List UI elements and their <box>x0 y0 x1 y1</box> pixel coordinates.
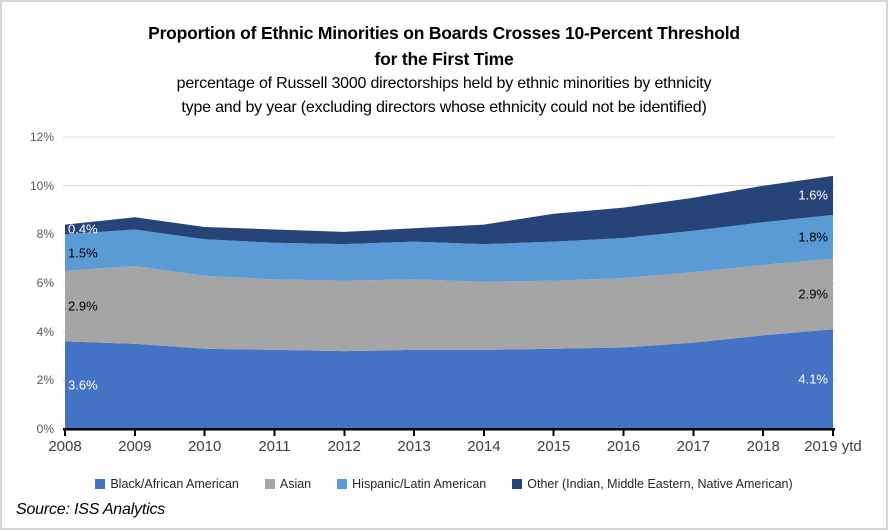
y-tick-label-4pct: 4% <box>36 324 54 339</box>
legend-swatch-icon <box>264 479 275 489</box>
legend-swatch-icon <box>512 479 523 489</box>
data-label-last-black-african-american: 4.1% <box>798 371 828 387</box>
chart-subtitle-line2: type and by year (excluding directors wh… <box>181 99 707 116</box>
legend-item-other-indian-middle-eastern-native-american: Other (Indian, Middle Eastern, Native Am… <box>512 477 793 491</box>
x-tick-label-2015: 2015 <box>537 438 571 455</box>
y-tick-label-6pct: 6% <box>36 276 54 290</box>
legend-label: Black/African American <box>110 477 239 491</box>
area-black-african-american <box>65 329 833 429</box>
x-tick-label-2017: 2017 <box>676 438 711 455</box>
x-tick-label-2018: 2018 <box>746 438 780 455</box>
area-asian <box>65 258 833 352</box>
legend-label: Hispanic/Latin American <box>352 477 487 491</box>
data-label-first-black-african-american: 3.6% <box>68 377 98 393</box>
y-tick-label-10pct: 10% <box>29 178 54 193</box>
y-tick-label-8pct: 8% <box>36 227 54 242</box>
legend-swatch-icon <box>95 479 106 489</box>
x-tick-label-2013: 2013 <box>397 438 431 455</box>
data-label-last-asian: 2.9% <box>798 286 828 302</box>
chart-subtitle-line1: percentage of Russell 3000 directorships… <box>176 75 712 92</box>
data-label-last-other-indian-middle-eastern-native-american: 1.6% <box>798 187 828 203</box>
chart-title-line1: Proportion of Ethnic Minorities on Board… <box>148 23 740 43</box>
data-label-last-hispanic-latin-american: 1.8% <box>798 229 828 245</box>
chart-title-line2: for the First Time <box>374 49 514 69</box>
y-tick-label-2pct: 2% <box>36 373 54 388</box>
legend-label: Asian <box>279 477 312 491</box>
chart-header: Proportion of Ethnic Minorities on Board… <box>0 20 888 120</box>
legend-item-asian: Asian <box>264 477 312 491</box>
data-label-first-hispanic-latin-american: 1.5% <box>68 245 98 261</box>
x-tick-label-2010: 2010 <box>187 438 222 455</box>
x-tick-label-2009: 2009 <box>118 438 152 455</box>
legend-item-hispanic-latin-american: Hispanic/Latin American <box>337 477 486 491</box>
x-tick-label-2014: 2014 <box>467 438 501 455</box>
source-note: Source: ISS Analytics <box>16 501 166 518</box>
x-tick-label-2008: 2008 <box>48 438 82 455</box>
x-tick-label-2011: 2011 <box>258 438 291 455</box>
area-hispanic-latin-american <box>65 214 833 282</box>
x-tick-label-2016: 2016 <box>606 438 641 455</box>
legend-label: Other (Indian, Middle Eastern, Native Am… <box>527 477 793 491</box>
data-label-first-other-indian-middle-eastern-native-american: 0.4% <box>68 221 98 237</box>
x-tick-label-2019-ytd: 2019 ytd <box>804 438 862 455</box>
legend-item-black-african-american: Black/African American <box>95 477 239 491</box>
x-tick-label-2012: 2012 <box>327 438 361 455</box>
chart-legend: Black/African American Asian Hispanic/Lati… <box>0 477 888 491</box>
y-tick-label-0pct: 0% <box>36 422 54 436</box>
y-tick-label-12pct: 12% <box>29 130 54 144</box>
legend-swatch-icon <box>337 479 348 489</box>
area-other-indian-middle-eastern-native-american <box>65 175 833 245</box>
data-label-first-asian: 2.9% <box>68 298 98 314</box>
